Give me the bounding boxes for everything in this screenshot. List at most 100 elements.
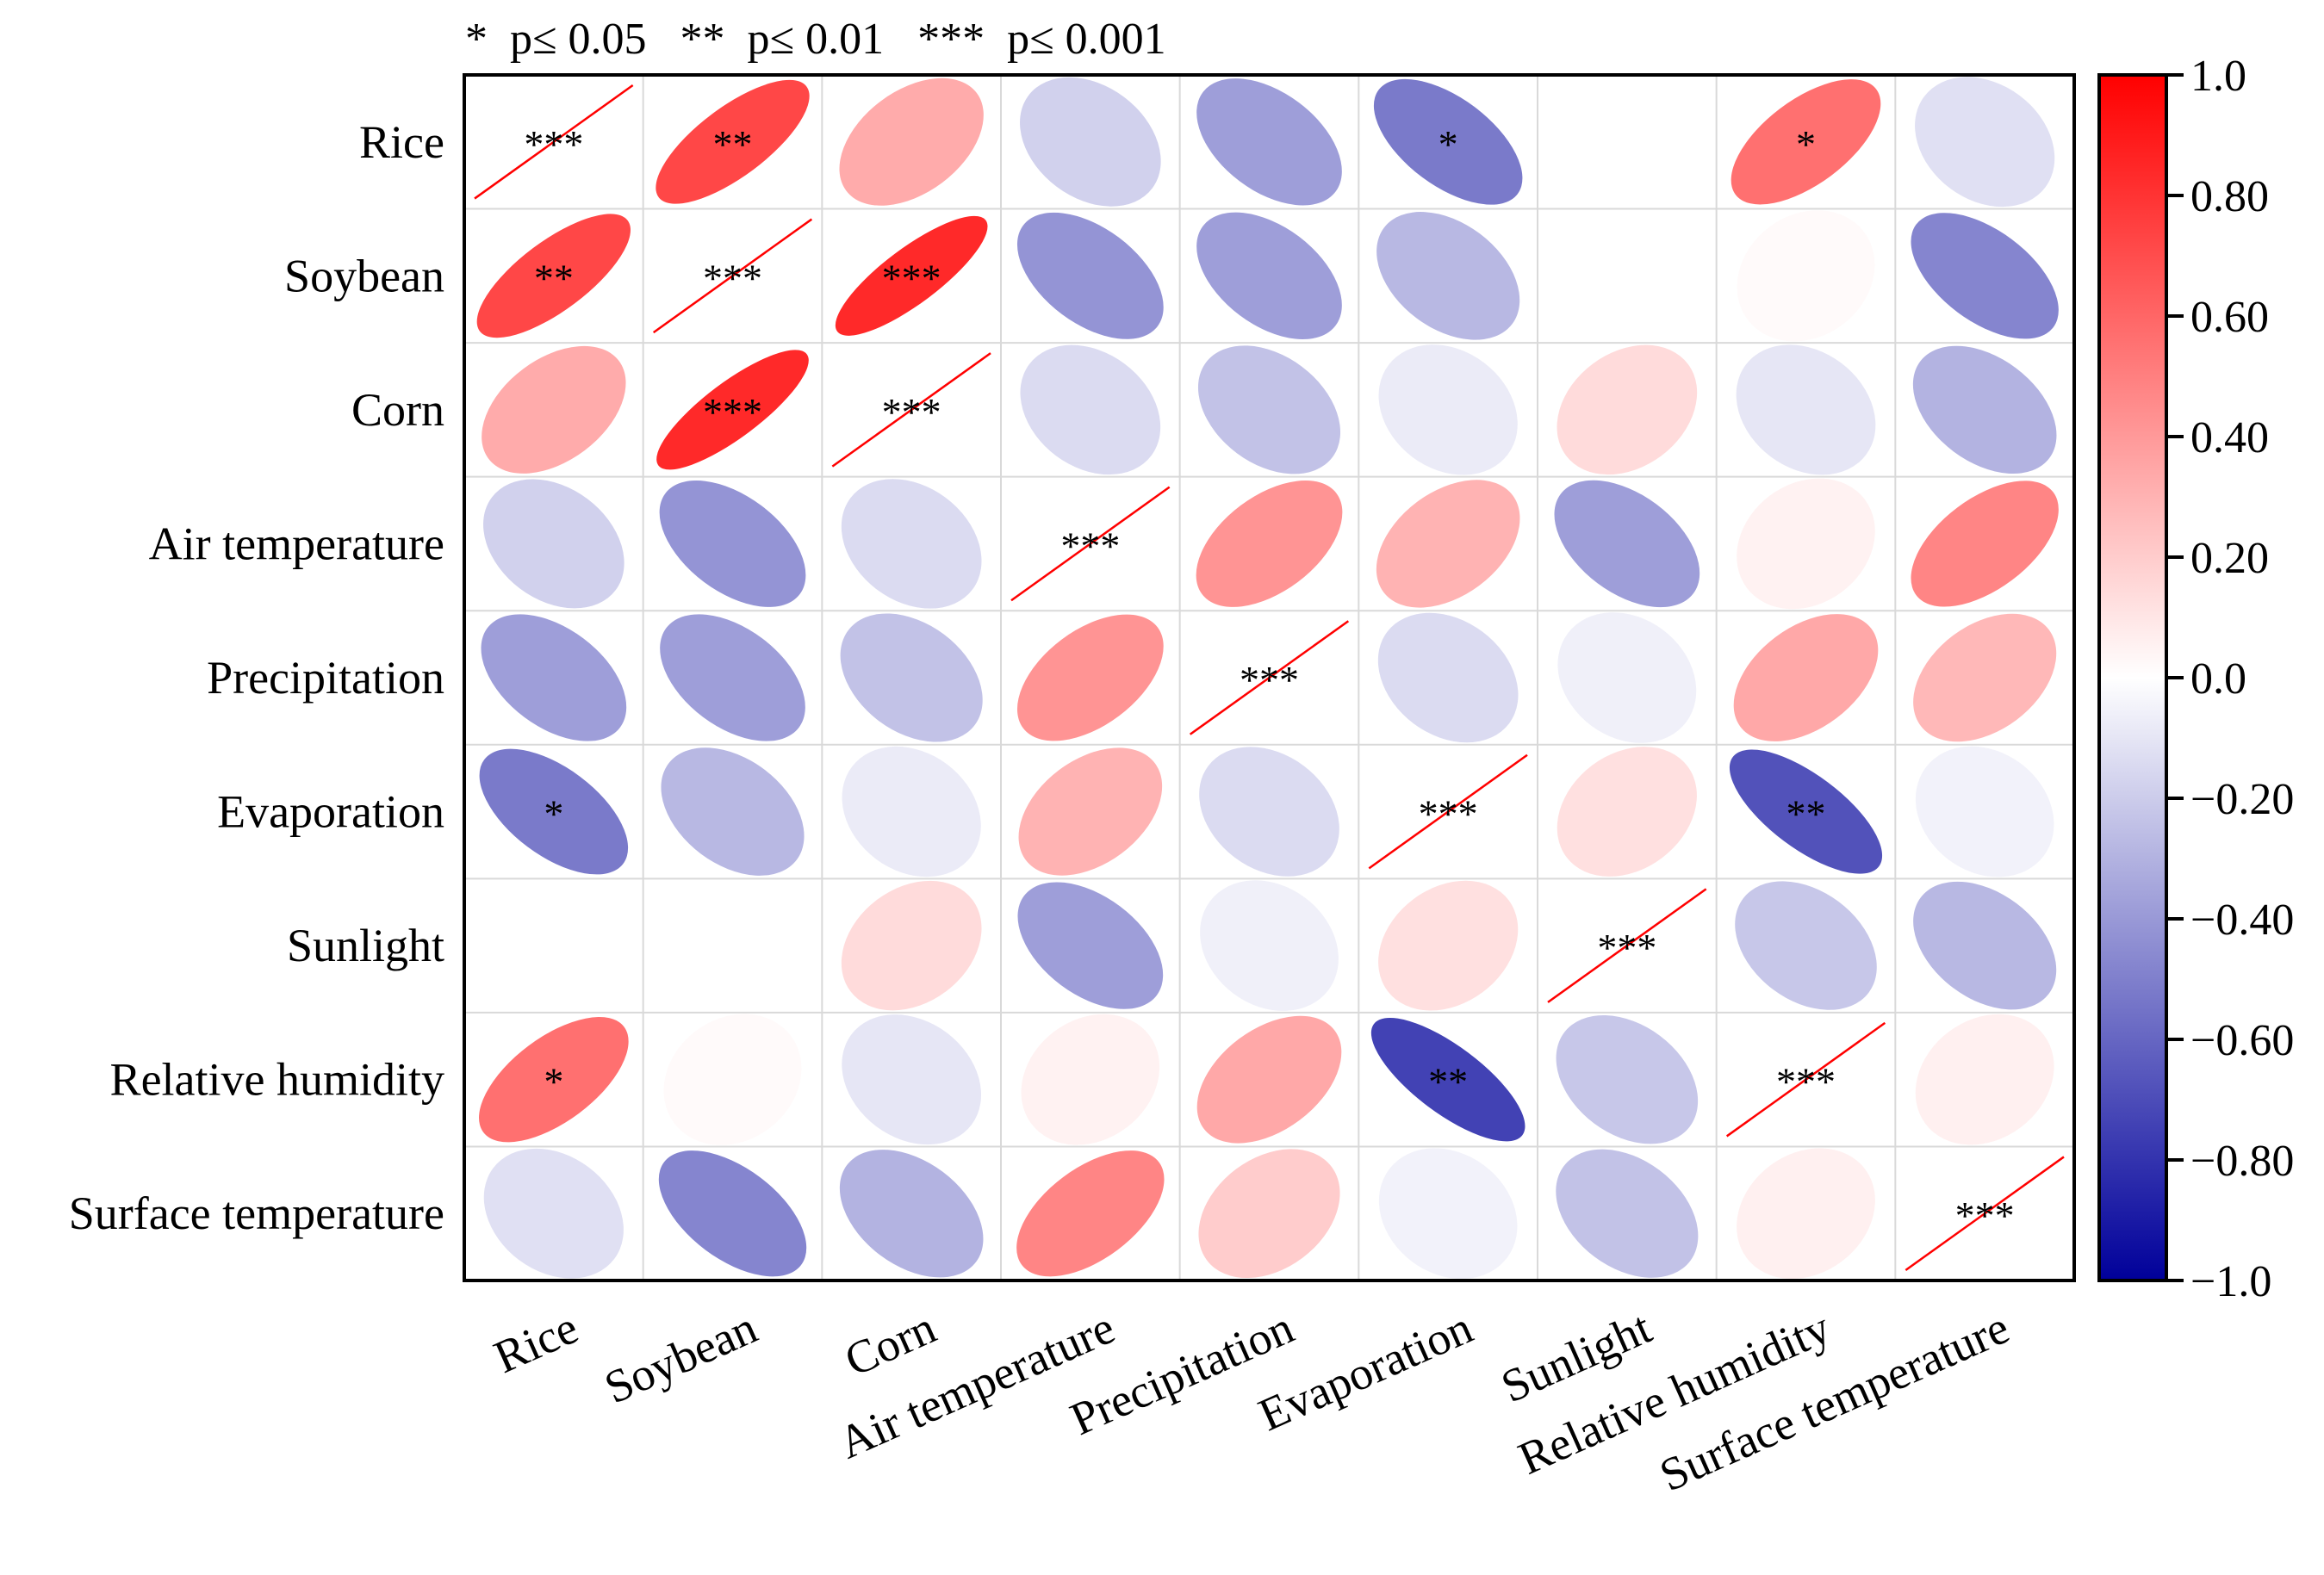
- colorbar-tick-label: 0.60: [2190, 293, 2269, 342]
- correlation-ellipse: [1733, 614, 1879, 741]
- correlation-ellipse: [476, 214, 631, 338]
- correlation-ellipse: [1913, 881, 2057, 1010]
- cell-rice-air-temperature: [1020, 77, 1161, 207]
- correlation-ellipse: [479, 1017, 629, 1143]
- correlation-ellipse: [1915, 1014, 2054, 1145]
- cell-relative-humidity-rice: *: [479, 1017, 629, 1143]
- significance-mark: *: [1796, 122, 1816, 166]
- correlation-ellipse: [1911, 481, 2059, 607]
- row-label-precipitation: Precipitation: [207, 652, 444, 704]
- cell-surface-temperature-corn: [839, 1150, 984, 1278]
- correlation-ellipse: [1912, 345, 2057, 474]
- correlation-ellipse: [1016, 212, 1164, 339]
- colorbar-ticks: 1.0 0.80 0.60 0.40 0.20 0.0 −0.20 −0.40 −0.60 −0.…: [2166, 52, 2294, 1306]
- cell-evaporation-sunlight: [1557, 747, 1697, 877]
- colorbar-tick-label: 0.20: [2190, 534, 2269, 583]
- colorbar-tick-label: 0.40: [2190, 413, 2269, 462]
- correlation-ellipse: [1020, 77, 1161, 207]
- correlation-ellipse: [1018, 747, 1163, 876]
- correlation-ellipse: [1370, 1017, 1526, 1142]
- cell-rice-corn: [839, 78, 984, 206]
- significance-mark: **: [1786, 792, 1826, 836]
- cell-evaporation-relative-humidity: **: [1729, 749, 1883, 874]
- cell-corn-sunlight: [1557, 344, 1698, 475]
- cell-corn-surface-temperature: [1912, 345, 2057, 474]
- correlation-ellipse: [842, 746, 981, 877]
- cell-relative-humidity-corn: [842, 1014, 982, 1145]
- correlation-ellipse: [1556, 1149, 1699, 1278]
- diagonal-line: [1725, 1021, 1886, 1138]
- correlation-ellipse: [1737, 1148, 1875, 1280]
- correlation-ellipse: [1196, 212, 1342, 339]
- cell-sunlight-precipitation: [1200, 880, 1339, 1011]
- column-label-soybean: Soybean: [597, 1301, 764, 1413]
- correlation-ellipse: [1378, 344, 1518, 475]
- significance-mark: ***: [1597, 926, 1656, 970]
- significance-mark: ***: [882, 390, 941, 434]
- significance-mark: ***: [703, 256, 762, 300]
- cell-surface-temperature-soybean: [658, 1150, 807, 1277]
- correlation-ellipse: [1736, 344, 1876, 475]
- diagonal-line: [1547, 888, 1707, 1003]
- significance-mark: ***: [524, 122, 583, 166]
- cell-precipitation-soybean: [660, 614, 805, 741]
- cell-surface-temperature-relative-humidity: [1737, 1148, 1875, 1280]
- cell-evaporation-air-temperature: [1018, 747, 1163, 876]
- colorbar-tick-label: −1.0: [2190, 1257, 2271, 1306]
- correlation-ellipse: [1729, 749, 1883, 874]
- colorbar-tick-label: 0.0: [2190, 654, 2246, 704]
- diagonal-line: [831, 352, 991, 468]
- cell-rice-evaporation: *: [1373, 78, 1523, 205]
- cell-evaporation-corn: [842, 746, 981, 877]
- correlation-ellipse: [481, 614, 627, 741]
- cell-relative-humidity-precipitation: [1196, 1015, 1342, 1144]
- correlation-ellipse: [839, 1150, 984, 1278]
- cell-corn-soybean: ***: [656, 350, 809, 470]
- row-label-sunlight: Sunlight: [287, 920, 444, 971]
- row-label-relative-humidity: Relative humidity: [110, 1054, 444, 1106]
- correlation-ellipse: [1731, 79, 1881, 205]
- diagonal-line: [1368, 753, 1528, 870]
- significance-mark: ***: [1240, 658, 1299, 702]
- row-label-air-temperature: Air temperature: [149, 518, 444, 569]
- colorbar-tick-label: −0.60: [2190, 1016, 2294, 1065]
- cell-sunlight-air-temperature: [1017, 882, 1164, 1009]
- correlation-ellipse: [1376, 212, 1520, 340]
- cell-precipitation-sunlight: [1557, 612, 1697, 743]
- cell-soybean-surface-temperature: [1911, 213, 2059, 339]
- diagonal-line: [1189, 620, 1350, 735]
- row-label-surface-temperature: Surface temperature: [69, 1187, 444, 1239]
- matrix-cells: *** ** * *** *** ****** ********** *** ****** ** *…: [474, 77, 2065, 1280]
- cell-corn-rice: [482, 345, 626, 474]
- significance-mark: ***: [1419, 792, 1478, 836]
- cell-soybean-rice: **: [476, 214, 631, 338]
- correlation-ellipse: [658, 1150, 807, 1277]
- correlation-ellipse: [661, 747, 805, 876]
- correlation-ellipse: [1020, 344, 1161, 475]
- correlation-ellipse: [1377, 612, 1519, 743]
- cell-soybean-corn: ***: [835, 215, 988, 336]
- cell-evaporation-precipitation: [1199, 747, 1339, 877]
- significance-mark: ***: [703, 390, 762, 434]
- cell-corn-precipitation: [1197, 345, 1341, 474]
- cell-precipitation-precipitation: ***: [1189, 620, 1350, 735]
- row-label-corn: Corn: [351, 384, 444, 436]
- significance-legend: * p≤ 0.05 ** p≤ 0.01 *** p≤ 0.001: [465, 15, 1166, 64]
- cell-precipitation-relative-humidity: [1733, 614, 1879, 741]
- cell-surface-temperature-sunlight: [1556, 1149, 1699, 1278]
- cell-precipitation-evaporation: [1377, 612, 1519, 743]
- cell-sunlight-evaporation: [1378, 880, 1519, 1011]
- correlation-ellipse: [842, 1014, 982, 1145]
- cell-soybean-relative-humidity: [1737, 210, 1875, 342]
- significance-mark: *: [1439, 122, 1458, 166]
- grid-lines: [464, 75, 2074, 1280]
- cell-relative-humidity-relative-humidity: ***: [1725, 1021, 1886, 1138]
- correlation-ellipse: [483, 1148, 624, 1279]
- correlation-ellipse: [1557, 747, 1697, 877]
- cell-air-temperature-surface-temperature: [1911, 481, 2059, 607]
- correlation-ellipse: [1196, 78, 1342, 206]
- cell-corn-relative-humidity: [1736, 344, 1876, 475]
- correlation-ellipse: [660, 614, 805, 741]
- cell-air-temperature-precipitation: [1196, 481, 1343, 607]
